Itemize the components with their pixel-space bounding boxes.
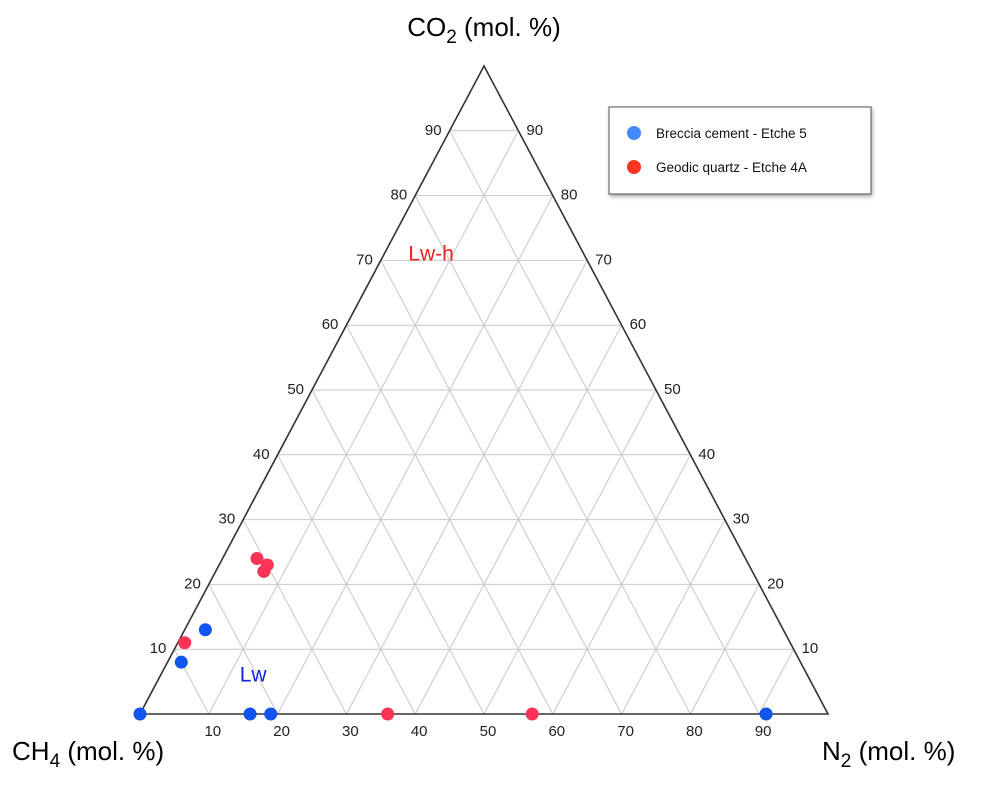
top-axis-label: CO2 (mol. %) bbox=[407, 12, 561, 48]
right-tick-label: 80 bbox=[561, 187, 578, 204]
breccia-point bbox=[759, 707, 773, 721]
geodic-point bbox=[178, 636, 192, 650]
grid-line bbox=[621, 519, 726, 715]
data-points bbox=[133, 551, 773, 721]
right-tick-label: 40 bbox=[698, 446, 715, 463]
bottom-tick-label: 80 bbox=[686, 723, 703, 740]
tick-labels: 10 90 10 20 80 20 30 70 30 40 60 40 50 50 50 60 40 60 70 30… bbox=[150, 122, 819, 740]
grid-line bbox=[208, 130, 519, 715]
left-tick-label: 80 bbox=[391, 187, 408, 204]
grid-line bbox=[277, 454, 416, 715]
right-tick-label: 20 bbox=[767, 575, 784, 592]
bottom-tick-label: 60 bbox=[548, 723, 565, 740]
breccia-point bbox=[133, 707, 147, 721]
left-tick-label: 70 bbox=[356, 251, 373, 268]
geodic-point bbox=[260, 558, 274, 572]
left-tick-label: 60 bbox=[322, 316, 339, 333]
right-tick-label: 10 bbox=[802, 640, 819, 657]
grid-line bbox=[311, 389, 485, 715]
bottom-tick-label: 10 bbox=[204, 723, 221, 740]
grid-line bbox=[689, 584, 760, 715]
right-tick-label: 90 bbox=[526, 122, 543, 139]
region-label: Lw bbox=[240, 664, 268, 687]
legend: Breccia cement - Etche 5 Geodic quartz - … bbox=[608, 106, 872, 195]
grid-line bbox=[208, 584, 279, 715]
bottom-tick-label: 40 bbox=[411, 723, 428, 740]
grid-line bbox=[758, 648, 795, 715]
grid-line bbox=[380, 260, 623, 715]
right-tick-label: 70 bbox=[595, 251, 612, 268]
right-axis-label: N2 (mol. %) bbox=[822, 736, 955, 772]
grid-line bbox=[242, 519, 347, 715]
geodic-point bbox=[250, 551, 264, 565]
bottom-tick-label: 90 bbox=[755, 723, 772, 740]
right-tick-label: 30 bbox=[733, 511, 750, 528]
left-axis-label: CH4 (mol. %) bbox=[12, 736, 164, 772]
triangle-outline bbox=[138, 64, 830, 715]
left-tick-label: 10 bbox=[150, 640, 167, 657]
region-labels: Lw-h Lw bbox=[240, 242, 454, 686]
legend-entry-label: Breccia cement - Etche 5 bbox=[656, 126, 807, 141]
right-tick-label: 50 bbox=[664, 381, 681, 398]
grid-line bbox=[449, 130, 760, 715]
legend-marker bbox=[627, 160, 641, 174]
region-label: Lw-h bbox=[408, 242, 454, 265]
grid-line bbox=[552, 454, 691, 715]
left-tick-label: 20 bbox=[184, 575, 201, 592]
bottom-tick-label: 50 bbox=[480, 723, 497, 740]
breccia-point bbox=[243, 707, 257, 721]
right-tick-label: 60 bbox=[630, 316, 647, 333]
legend-entries: Breccia cement - Etche 5 Geodic quartz - … bbox=[627, 126, 807, 175]
breccia-point bbox=[174, 655, 188, 669]
bottom-tick-label: 70 bbox=[617, 723, 634, 740]
bottom-tick-label: 20 bbox=[273, 723, 290, 740]
grid-line bbox=[483, 389, 657, 715]
breccia-point bbox=[198, 623, 212, 637]
grid-lines bbox=[173, 130, 795, 715]
left-tick-label: 30 bbox=[219, 511, 236, 528]
geodic-point bbox=[525, 707, 539, 721]
legend-box bbox=[608, 106, 872, 195]
legend-marker bbox=[627, 126, 641, 140]
left-tick-label: 50 bbox=[287, 381, 304, 398]
legend-entry-label: Geodic quartz - Etche 4A bbox=[656, 160, 807, 175]
breccia-point bbox=[264, 707, 278, 721]
bottom-tick-label: 30 bbox=[342, 723, 359, 740]
grid-line bbox=[345, 260, 588, 715]
geodic-point bbox=[381, 707, 395, 721]
left-tick-label: 90 bbox=[425, 122, 442, 139]
left-tick-label: 40 bbox=[253, 446, 270, 463]
